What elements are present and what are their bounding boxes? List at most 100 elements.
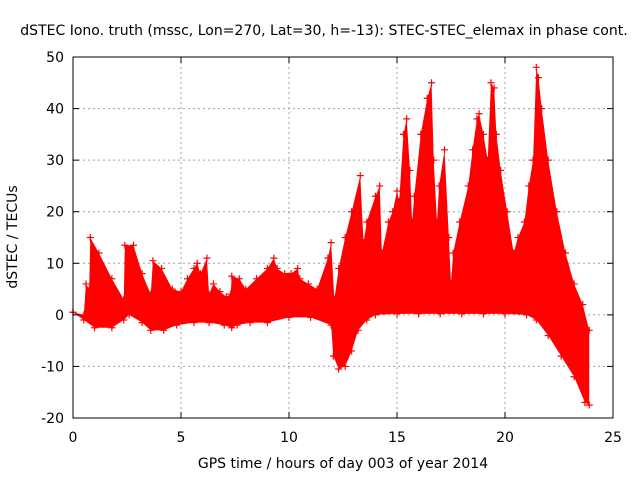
data-point-marker	[360, 239, 368, 247]
data-point-marker	[415, 310, 423, 318]
data-point-marker	[585, 326, 593, 334]
data-point-marker	[428, 79, 436, 87]
data-point-marker	[86, 234, 94, 241]
data-point-marker	[581, 399, 589, 407]
x-axis-label: GPS time / hours of day 003 of year 2014	[198, 456, 488, 472]
data-point-marker	[520, 218, 528, 226]
data-point-marker	[423, 94, 431, 102]
data-point-marker	[228, 272, 236, 280]
data-point-marker	[523, 311, 531, 319]
data-point-marker	[108, 275, 116, 283]
data-point-marker	[121, 241, 129, 249]
data-point-marker	[393, 310, 401, 318]
data-point-marker	[205, 319, 213, 327]
x-tick-label: 5	[177, 430, 186, 446]
data-point-marker	[220, 321, 228, 329]
data-point-marker	[473, 115, 481, 123]
data-point-marker	[487, 79, 495, 87]
data-point-marker	[80, 316, 88, 324]
data-point-marker	[376, 182, 384, 190]
data-point-marker	[168, 285, 176, 293]
data-point-marker	[410, 192, 418, 200]
data-point-marker	[430, 156, 438, 164]
data-point-marker	[371, 192, 379, 200]
data-point-marker	[228, 324, 236, 332]
data-point-marker	[544, 156, 552, 164]
tick-labels: 0 5 10 15 20 25 -20 -10 0 10 20 30 40 50	[41, 50, 622, 446]
data-point-marker	[447, 280, 455, 288]
y-tick-label: 50	[46, 50, 64, 66]
data-point-marker	[570, 280, 578, 288]
data-point-marker	[363, 218, 371, 226]
data-point-marker	[532, 316, 540, 324]
data-point-marker	[233, 321, 241, 329]
data-point-marker	[456, 218, 464, 226]
x-tick-label: 10	[280, 430, 298, 446]
y-tick-label: 30	[46, 153, 64, 169]
data-point-marker	[354, 326, 362, 334]
data-point-marker	[475, 110, 483, 118]
data-point-marker	[82, 280, 90, 288]
data-point-marker	[469, 146, 477, 154]
data-point-marker	[395, 197, 403, 205]
data-point-marker	[160, 326, 168, 334]
data-point-marker	[327, 239, 335, 247]
data-point-marker	[183, 275, 191, 283]
data-point-marker	[435, 182, 443, 190]
data-point-marker	[190, 264, 198, 272]
data-point-marker	[294, 264, 302, 272]
data-point-marker	[313, 285, 321, 293]
data-point-marker	[561, 249, 569, 257]
data-point-marker	[324, 254, 332, 262]
data-point-marker	[307, 313, 315, 321]
data-point-marker	[406, 166, 414, 174]
y-tick-label: 10	[46, 256, 64, 272]
data-point-marker	[270, 254, 278, 262]
data-point-marker	[449, 249, 457, 257]
x-tick-label: 0	[69, 430, 78, 446]
y-tick-label: -10	[41, 359, 64, 375]
data-point-marker	[196, 270, 204, 278]
data-point-marker	[436, 310, 444, 318]
data-point-marker	[525, 182, 533, 190]
data-point-marker	[371, 311, 379, 319]
data-point-marker	[464, 182, 472, 190]
data-point-marker	[417, 130, 425, 138]
data-point-marker	[492, 130, 500, 138]
data-point-marker	[329, 352, 337, 360]
data-point-marker	[510, 249, 518, 257]
data-point-marker	[479, 310, 487, 318]
data-point-marker	[501, 310, 509, 318]
data-point-marker	[242, 285, 250, 293]
data-point-marker	[348, 208, 356, 216]
data-point-marker	[129, 241, 137, 249]
data-point-marker	[356, 172, 364, 180]
data-point-marker	[389, 208, 397, 216]
data-point-marker	[384, 218, 392, 226]
data-point-marker	[85, 285, 93, 293]
data-point-marker	[497, 166, 505, 174]
data-point-marker	[570, 373, 578, 381]
data-point-marker	[216, 288, 224, 296]
data-point-marker	[335, 264, 343, 272]
axis-ticks	[72, 56, 614, 419]
data-point-marker	[393, 187, 401, 195]
y-tick-label: 40	[46, 102, 64, 118]
plot-frame	[72, 56, 614, 419]
data-point-marker	[529, 156, 537, 164]
data-point-marker	[534, 74, 542, 82]
data-point-marker	[335, 365, 343, 373]
data-point-marker	[479, 130, 487, 138]
data-point-marker	[433, 218, 441, 226]
data-point-marker	[403, 115, 411, 123]
data-point-marker	[544, 331, 552, 339]
data-point-marker	[190, 319, 198, 327]
data-point-marker	[205, 290, 213, 298]
y-tick-label: 0	[55, 308, 64, 324]
data-point-marker	[193, 259, 201, 267]
data-point-marker	[330, 295, 338, 303]
data-point-marker	[557, 352, 565, 360]
data-point-marker	[138, 270, 146, 278]
data-point-marker	[235, 275, 243, 283]
data-point-marker	[363, 316, 371, 324]
